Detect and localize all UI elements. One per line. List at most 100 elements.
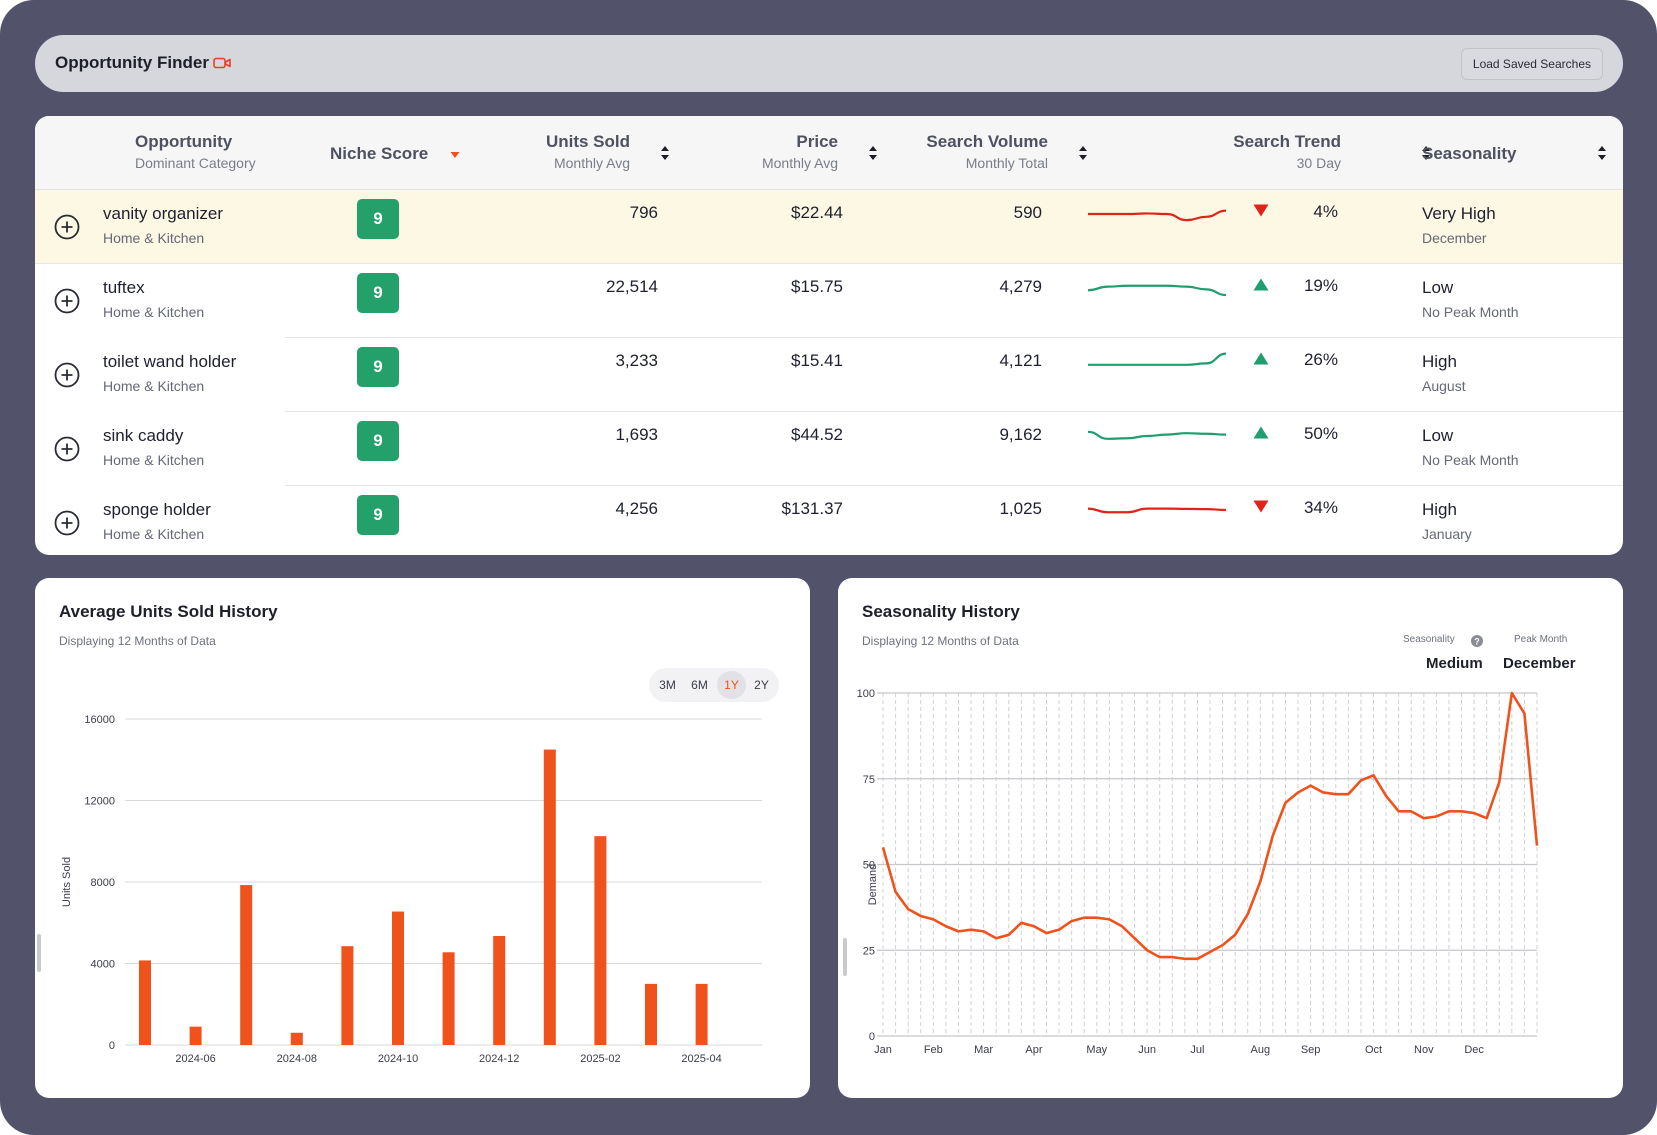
niche-score-badge: 9 [357, 421, 399, 461]
y-axis-label: Demand [867, 864, 879, 906]
y-tick-label: 100 [857, 688, 875, 700]
bar [139, 960, 151, 1045]
column-search-volume[interactable]: Search Volume Monthly Total [926, 132, 1048, 171]
search-trend-percent: 19% [1303, 276, 1338, 295]
seasonality-level: Low [1422, 426, 1454, 445]
sort-icon[interactable] [1421, 144, 1431, 162]
expand-row-icon[interactable] [54, 436, 80, 462]
seasonality-month: No Peak Month [1422, 304, 1519, 320]
column-search-trend-label: Search Trend [1233, 132, 1341, 151]
opportunity-name[interactable]: toilet wand holder [103, 352, 237, 371]
column-seasonality[interactable]: Seasonality [1422, 144, 1517, 164]
price-value: $131.37 [781, 499, 843, 518]
trend-triangle [1253, 352, 1269, 365]
range-6m-button[interactable]: 6M [691, 678, 708, 692]
column-search-volume-sub: Monthly Total [965, 155, 1048, 171]
column-price[interactable]: Price Monthly Avg [762, 132, 838, 171]
video-camera-icon[interactable] [213, 56, 231, 70]
row-divider [285, 485, 1623, 486]
help-icon[interactable]: ? [1471, 635, 1483, 647]
y-tick-label: 75 [863, 774, 875, 786]
units-sold-bar-chart: 0 4000 8000 12000 16000 2024-06 2024-08 2024-10… [61, 714, 762, 1065]
x-tick-label: 2025-02 [580, 1053, 620, 1065]
trend-triangle [1253, 204, 1269, 217]
x-tick-label: 2024-10 [378, 1053, 418, 1065]
units-history-card: Average Units Sold History Displaying 12… [35, 578, 810, 1098]
search-trend-percent: 50% [1303, 424, 1338, 443]
opportunity-name[interactable]: vanity organizer [103, 204, 224, 223]
trend-down-icon [1253, 500, 1269, 513]
expand-row-icon[interactable] [54, 362, 80, 388]
seasonality-line-chart: 0 25 50 75 100 Jan Feb Mar Apr May Jun Jul Aug Sep Oct… [857, 688, 1539, 1056]
search-volume-value: 4,279 [999, 277, 1042, 296]
expand-row-icon[interactable] [54, 214, 80, 240]
table-header: Opportunity Dominant Category Niche Scor… [35, 116, 1623, 190]
range-3m-button[interactable]: 3M [659, 678, 676, 692]
search-trend-sparkline [1087, 284, 1227, 297]
row-divider [285, 337, 1623, 338]
range-2y-button[interactable]: 2Y [754, 678, 769, 692]
x-tick-label: 2024-12 [479, 1053, 519, 1065]
column-search-trend[interactable]: Search Trend 30 Day [1233, 132, 1341, 171]
trend-up-icon [1253, 352, 1269, 365]
x-tick-label: Jul [1190, 1044, 1204, 1056]
opportunity-name[interactable]: sponge holder [103, 500, 211, 519]
y-tick-label: 0 [109, 1040, 115, 1052]
column-units-sold[interactable]: Units Sold Monthly Avg [546, 132, 630, 171]
y-tick-label: 4000 [91, 959, 115, 971]
opportunity-category: Home & Kitchen [103, 452, 205, 468]
table-row[interactable]: toilet wand holder Home & Kitchen 9 3,233 $1… [35, 338, 1623, 412]
column-opportunity[interactable]: Opportunity Dominant Category [135, 132, 256, 171]
column-niche-score[interactable]: Niche Score [330, 144, 428, 164]
opportunity-name[interactable]: sink caddy [103, 426, 184, 445]
seasonality-month: January [1422, 526, 1472, 542]
table-row[interactable]: tuftex Home & Kitchen 9 22,514 $15.75 4,279 19… [35, 264, 1623, 338]
column-niche-score-label: Niche Score [330, 144, 429, 163]
search-volume-value: 590 [1013, 203, 1042, 222]
units-sold-value: 22,514 [606, 277, 658, 296]
table-row[interactable]: vanity organizer Home & Kitchen 9 796 $22.44… [35, 190, 1623, 264]
row-divider [285, 411, 1623, 412]
sort-icon[interactable] [1078, 144, 1088, 162]
search-trend-percent: 34% [1303, 498, 1338, 517]
sparkline-path [1087, 507, 1227, 514]
search-trend-sparkline [1088, 352, 1227, 366]
x-tick-label: Feb [924, 1044, 943, 1056]
bar [695, 983, 708, 1045]
seasonality-level: Very High [1422, 204, 1496, 223]
seasonality-history-card: Seasonality History Displaying 12 Months… [838, 578, 1623, 1098]
sort-icon[interactable] [1597, 144, 1607, 162]
column-units-sold-sub: Monthly Avg [553, 155, 630, 171]
seasonality-history-title: Seasonality History [862, 602, 1020, 621]
demand-line [881, 691, 1539, 961]
seasonality-value: Medium [1426, 655, 1483, 672]
opportunity-name[interactable]: tuftex [103, 278, 145, 297]
sparkline-path [1088, 352, 1227, 366]
seasonality-history-subtitle: Displaying 12 Months of Data [862, 634, 1019, 648]
x-tick-label: May [1086, 1044, 1107, 1056]
sort-icon[interactable] [660, 144, 670, 162]
bar [594, 836, 607, 1045]
resize-handle[interactable] [843, 938, 847, 976]
bar [341, 946, 354, 1045]
svg-text:?: ? [1474, 636, 1480, 646]
niche-score-badge: 9 [357, 495, 399, 535]
x-tick-label: Jun [1138, 1044, 1156, 1056]
load-saved-searches-button[interactable]: Load Saved Searches [1460, 48, 1603, 80]
expand-row-icon[interactable] [54, 288, 80, 314]
range-1y-button[interactable]: 1Y [717, 671, 746, 699]
resize-handle[interactable] [37, 934, 41, 972]
trend-triangle [1253, 278, 1269, 291]
y-tick-label: 0 [869, 1031, 875, 1043]
peak-month-value: December [1503, 655, 1576, 672]
sort-icon[interactable] [868, 144, 878, 162]
sort-desc-active-icon[interactable] [450, 146, 460, 164]
expand-row-icon[interactable] [54, 510, 80, 536]
peak-month-meta-label: Peak Month [1514, 634, 1568, 645]
table-row[interactable]: sink caddy Home & Kitchen 9 1,693 $44.52 9,16… [35, 412, 1623, 486]
x-tick-label: Mar [974, 1044, 993, 1056]
seasonality-meta-label: Seasonality [1403, 634, 1455, 645]
table-row[interactable]: sponge holder Home & Kitchen 9 4,256 $131.37… [35, 486, 1623, 555]
opportunity-category: Home & Kitchen [103, 526, 205, 542]
bar [645, 983, 657, 1045]
